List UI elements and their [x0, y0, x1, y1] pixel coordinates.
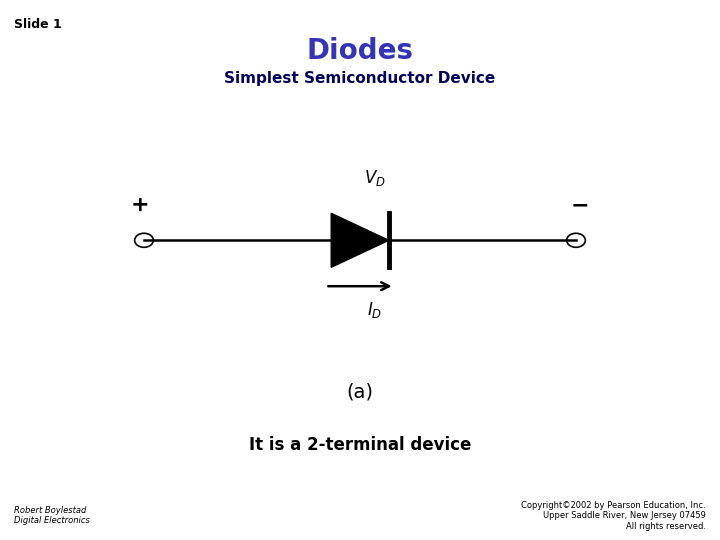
Text: $I_D$: $I_D$ [366, 300, 382, 321]
Text: Copyright©2002 by Pearson Education, Inc.
Upper Saddle River, New Jersey 07459
A: Copyright©2002 by Pearson Education, Inc… [521, 501, 706, 531]
Text: +: + [131, 195, 150, 215]
Text: Simplest Semiconductor Device: Simplest Semiconductor Device [225, 71, 495, 86]
Text: Slide 1: Slide 1 [14, 18, 62, 31]
Text: Diodes: Diodes [307, 37, 413, 65]
Text: Robert Boylestad
Digital Electronics: Robert Boylestad Digital Electronics [14, 506, 90, 525]
Polygon shape [331, 213, 389, 267]
Text: −: − [570, 195, 589, 215]
Text: $V_D$: $V_D$ [364, 168, 385, 188]
Text: (a): (a) [346, 382, 374, 401]
Text: It is a 2-terminal device: It is a 2-terminal device [249, 436, 471, 455]
